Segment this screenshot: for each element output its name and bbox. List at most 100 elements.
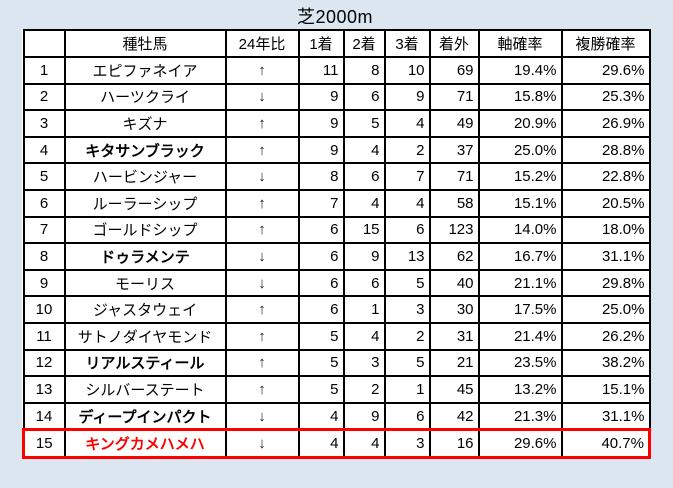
trend-cell: ↑ bbox=[224, 321, 300, 351]
axis-rate-cell: 19.4% bbox=[477, 56, 563, 85]
trend-cell: ↓ bbox=[224, 268, 300, 298]
rank-cell: 1 bbox=[22, 56, 66, 85]
rank-cell: 15 bbox=[22, 428, 66, 459]
arrow-down-icon: ↓ bbox=[258, 435, 266, 453]
out-count-cell: 30 bbox=[428, 295, 480, 324]
axis-rate-cell: 15.1% bbox=[477, 188, 563, 218]
fukusho-rate-cell: 22.8% bbox=[560, 162, 651, 191]
out-count-cell: 69 bbox=[428, 56, 480, 85]
second-count-cell: 9 bbox=[342, 401, 386, 431]
second-count-cell: 6 bbox=[342, 162, 386, 191]
out-count-cell: 45 bbox=[428, 375, 480, 404]
arrow-down-icon: ↓ bbox=[258, 407, 266, 425]
axis-rate-cell: 21.3% bbox=[477, 401, 563, 431]
sire-name-cell: キタサンブラック bbox=[63, 135, 227, 165]
rank-cell: 2 bbox=[22, 82, 66, 112]
column-header-rank bbox=[22, 29, 66, 58]
fukusho-rate-cell: 26.9% bbox=[560, 109, 651, 138]
trend-cell: ↑ bbox=[224, 109, 300, 138]
win-count-cell: 6 bbox=[297, 295, 345, 324]
second-count-cell: 2 bbox=[342, 375, 386, 404]
column-header-axis: 軸確率 bbox=[477, 29, 563, 58]
third-count-cell: 4 bbox=[383, 109, 431, 138]
fukusho-rate-cell: 26.2% bbox=[560, 321, 651, 351]
win-count-cell: 11 bbox=[297, 56, 345, 85]
table-row: 5 ハービンジャー ↓ 8 6 7 71 15.2% 22.8% bbox=[22, 162, 651, 191]
rank-cell: 12 bbox=[22, 348, 66, 378]
fukusho-rate-cell: 15.1% bbox=[560, 375, 651, 404]
axis-rate-cell: 14.0% bbox=[477, 215, 563, 245]
arrow-up-icon: ↑ bbox=[258, 327, 266, 345]
out-count-cell: 58 bbox=[428, 188, 480, 218]
second-count-cell: 4 bbox=[342, 428, 386, 459]
sire-name-cell: ルーラーシップ bbox=[63, 188, 227, 218]
win-count-cell: 6 bbox=[297, 268, 345, 298]
rank-cell: 14 bbox=[22, 401, 66, 431]
out-count-cell: 49 bbox=[428, 109, 480, 138]
sire-name-cell: モーリス bbox=[63, 268, 227, 298]
third-count-cell: 5 bbox=[383, 268, 431, 298]
axis-rate-cell: 23.5% bbox=[477, 348, 563, 378]
sire-name-cell: リアルスティール bbox=[63, 348, 227, 378]
third-count-cell: 5 bbox=[383, 348, 431, 378]
third-count-cell: 2 bbox=[383, 135, 431, 165]
column-header-out: 着外 bbox=[428, 29, 480, 58]
trend-cell: ↓ bbox=[224, 242, 300, 271]
trend-cell: ↓ bbox=[224, 428, 300, 459]
fukusho-rate-cell: 31.1% bbox=[560, 401, 651, 431]
column-header-third: 3着 bbox=[383, 29, 431, 58]
win-count-cell: 5 bbox=[297, 321, 345, 351]
rank-cell: 5 bbox=[22, 162, 66, 191]
rank-cell: 4 bbox=[22, 135, 66, 165]
table-row: 3 キズナ ↑ 9 5 4 49 20.9% 26.9% bbox=[22, 109, 651, 138]
table-row: 8 ドゥラメンテ ↓ 6 9 13 62 16.7% 31.1% bbox=[22, 242, 651, 271]
second-count-cell: 4 bbox=[342, 188, 386, 218]
table-row: 2 ハーツクライ ↓ 9 6 9 71 15.8% 25.3% bbox=[22, 82, 651, 112]
axis-rate-cell: 21.1% bbox=[477, 268, 563, 298]
third-count-cell: 13 bbox=[383, 242, 431, 271]
rank-cell: 7 bbox=[22, 215, 66, 245]
axis-rate-cell: 17.5% bbox=[477, 295, 563, 324]
arrow-down-icon: ↓ bbox=[258, 88, 266, 106]
second-count-cell: 4 bbox=[342, 135, 386, 165]
arrow-down-icon: ↓ bbox=[258, 168, 266, 186]
trend-cell: ↑ bbox=[224, 375, 300, 404]
second-count-cell: 1 bbox=[342, 295, 386, 324]
out-count-cell: 37 bbox=[428, 135, 480, 165]
arrow-up-icon: ↑ bbox=[258, 354, 266, 372]
out-count-cell: 62 bbox=[428, 242, 480, 271]
column-header-win: 1着 bbox=[297, 29, 345, 58]
table-row: 10 ジャスタウェイ ↑ 6 1 3 30 17.5% 25.0% bbox=[22, 295, 651, 324]
win-count-cell: 9 bbox=[297, 135, 345, 165]
sire-name-cell: ディープインパクト bbox=[63, 401, 227, 431]
second-count-cell: 15 bbox=[342, 215, 386, 245]
trend-cell: ↑ bbox=[224, 56, 300, 85]
out-count-cell: 21 bbox=[428, 348, 480, 378]
rank-cell: 13 bbox=[22, 375, 66, 404]
out-count-cell: 71 bbox=[428, 162, 480, 191]
rank-cell: 6 bbox=[22, 188, 66, 218]
out-count-cell: 123 bbox=[428, 215, 480, 245]
second-count-cell: 9 bbox=[342, 242, 386, 271]
rank-cell: 8 bbox=[22, 242, 66, 271]
trend-cell: ↓ bbox=[224, 82, 300, 112]
trend-cell: ↑ bbox=[224, 215, 300, 245]
rank-cell: 3 bbox=[22, 109, 66, 138]
third-count-cell: 6 bbox=[383, 215, 431, 245]
win-count-cell: 4 bbox=[297, 428, 345, 459]
sire-name-cell: エピファネイア bbox=[63, 56, 227, 85]
second-count-cell: 5 bbox=[342, 109, 386, 138]
fukusho-rate-cell: 18.0% bbox=[560, 215, 651, 245]
fukusho-rate-cell: 29.6% bbox=[560, 56, 651, 85]
axis-rate-cell: 15.8% bbox=[477, 82, 563, 112]
arrow-up-icon: ↑ bbox=[258, 141, 266, 159]
fukusho-rate-cell: 28.8% bbox=[560, 135, 651, 165]
win-count-cell: 5 bbox=[297, 375, 345, 404]
win-count-cell: 6 bbox=[297, 242, 345, 271]
win-count-cell: 9 bbox=[297, 109, 345, 138]
axis-rate-cell: 25.0% bbox=[477, 135, 563, 165]
table-row: 7 ゴールドシップ ↑ 6 15 6 123 14.0% 18.0% bbox=[22, 215, 651, 245]
axis-rate-cell: 15.2% bbox=[477, 162, 563, 191]
trend-cell: ↑ bbox=[224, 135, 300, 165]
